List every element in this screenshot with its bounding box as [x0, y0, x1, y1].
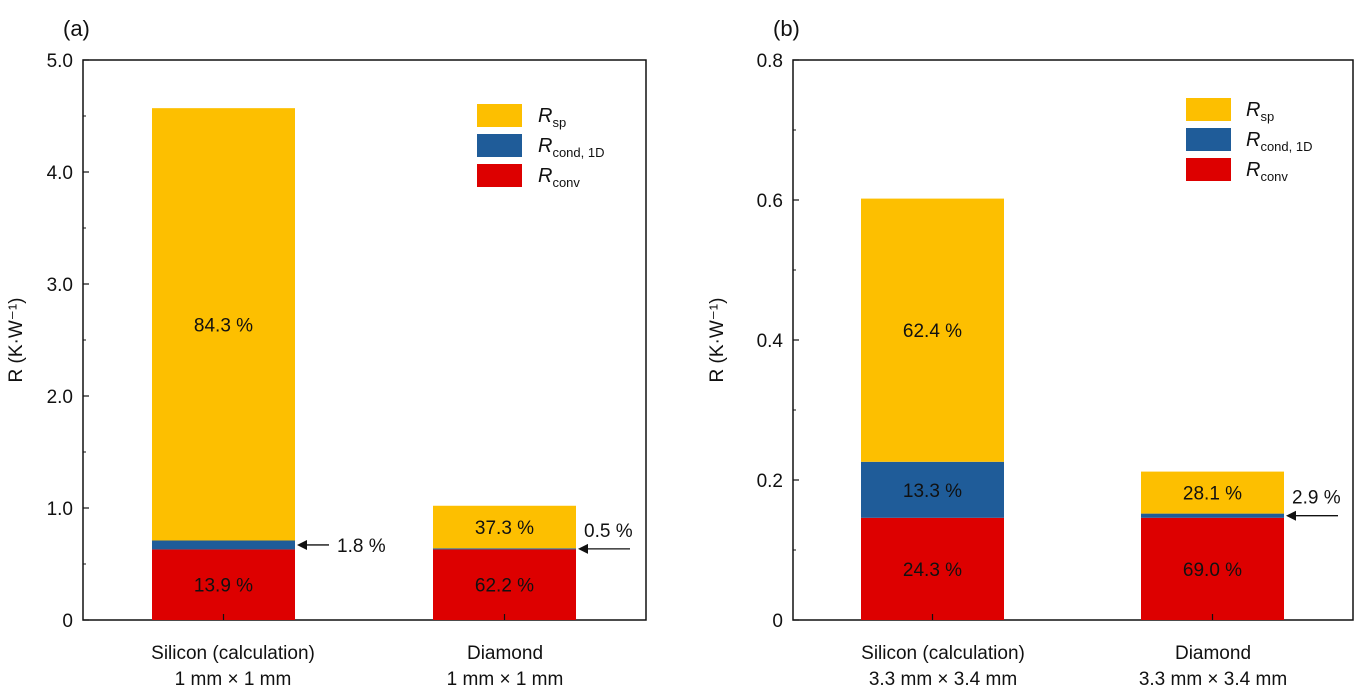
y-tick-label: 4.0 [47, 163, 73, 184]
legend-symbol: R [1246, 129, 1260, 151]
bar-segment-sp [1141, 471, 1284, 514]
y-tick-label: 0.8 [757, 51, 783, 72]
y-axis-label: R (K·W⁻¹) [707, 298, 728, 383]
bar-label: 13.9 % [194, 576, 253, 597]
bar-label: 84.3 % [194, 315, 253, 336]
legend-swatch-cond [1186, 128, 1231, 151]
bar-segment-conv [152, 549, 295, 620]
legend-subscript: sp [1260, 109, 1274, 124]
bar-segment-cond [861, 461, 1004, 518]
legend-subscript: conv [552, 175, 580, 190]
bar-segment-sp [861, 198, 1004, 462]
bar-label: 28.1 % [1183, 484, 1242, 505]
category-label: Diamond [467, 643, 543, 664]
bar-label: 24.3 % [903, 560, 962, 581]
category-label-size: 1 mm × 1 mm [447, 669, 564, 690]
bar-label: 69.0 % [1183, 560, 1242, 581]
y-tick-label: 1.0 [47, 499, 73, 520]
legend-swatch-conv [477, 164, 522, 187]
bar-label: 62.4 % [903, 321, 962, 342]
legend-swatch-sp [1186, 98, 1231, 121]
legend-label-cond: Rcond, 1D [538, 135, 605, 160]
bar-segment-sp [152, 108, 295, 541]
category-label-size: 1 mm × 1 mm [175, 669, 292, 690]
legend-swatch-conv [1186, 158, 1231, 181]
y-tick-label: 2.0 [47, 387, 73, 408]
bar-segment-conv [1141, 517, 1284, 620]
bar-segment-conv [861, 517, 1004, 620]
bar-label: 62.2 % [475, 576, 534, 597]
category-label: Silicon (calculation) [151, 643, 315, 664]
legend-symbol: R [538, 165, 552, 187]
legend-symbol: R [538, 135, 552, 157]
legend-swatch-sp [477, 104, 522, 127]
y-tick-label: 0.2 [757, 471, 783, 492]
bar-segment-conv [433, 549, 576, 620]
annotation-arrow-head [578, 543, 588, 554]
y-tick-label: 0 [772, 611, 783, 632]
legend-symbol: R [538, 105, 552, 127]
y-axis-label: R (K·W⁻¹) [6, 298, 27, 383]
panel-label: (b) [773, 16, 800, 41]
annotation-label: 1.8 % [337, 536, 386, 557]
chart-panel-a: (a) 0 1.0 2.0 3.0 4.0 5.0 R (K·W⁻¹) 13.9 % 84.3 %… [6, 16, 647, 690]
legend-label-sp: Rsp [538, 105, 566, 130]
legend-subscript: cond, 1D [1260, 139, 1312, 154]
legend-label-conv: Rconv [1246, 159, 1288, 184]
bar-label: 13.3 % [903, 481, 962, 502]
category-label: Diamond [1175, 643, 1251, 664]
legend-symbol: R [1246, 159, 1260, 181]
y-tick-label: 3.0 [47, 275, 73, 296]
bar-segment-cond [1141, 513, 1284, 518]
annotation-label: 2.9 % [1292, 488, 1341, 509]
legend-swatch-cond [477, 134, 522, 157]
y-tick-label: 5.0 [47, 51, 73, 72]
category-label: Silicon (calculation) [861, 643, 1025, 664]
bar-segment-sp [433, 505, 576, 549]
bar-segment-cond [433, 548, 576, 550]
chart-panel-b: (b) 0 0.2 0.4 0.6 0.8 R (K·W⁻¹) 24.3 % 13.3 % 62.… [707, 16, 1354, 690]
legend-subscript: sp [552, 115, 566, 130]
legend-label-sp: Rsp [1246, 99, 1274, 124]
legend-symbol: R [1246, 99, 1260, 121]
annotation-arrow-head [297, 539, 307, 550]
panel-label: (a) [63, 16, 90, 41]
legend-subscript: cond, 1D [552, 145, 604, 160]
legend-label-cond: Rcond, 1D [1246, 129, 1313, 154]
y-tick-label: 0.4 [757, 331, 784, 352]
bar-segment-cond [152, 540, 295, 550]
category-label-size: 3.3 mm × 3.4 mm [1139, 669, 1287, 690]
category-label-size: 3.3 mm × 3.4 mm [869, 669, 1017, 690]
bar-label: 37.3 % [475, 518, 534, 539]
annotation-arrow-head [1286, 510, 1296, 521]
annotation-label: 0.5 % [584, 521, 633, 542]
y-tick-label: 0 [62, 611, 73, 632]
legend-subscript: conv [1260, 169, 1288, 184]
legend-label-conv: Rconv [538, 165, 580, 190]
y-tick-label: 0.6 [757, 191, 783, 212]
